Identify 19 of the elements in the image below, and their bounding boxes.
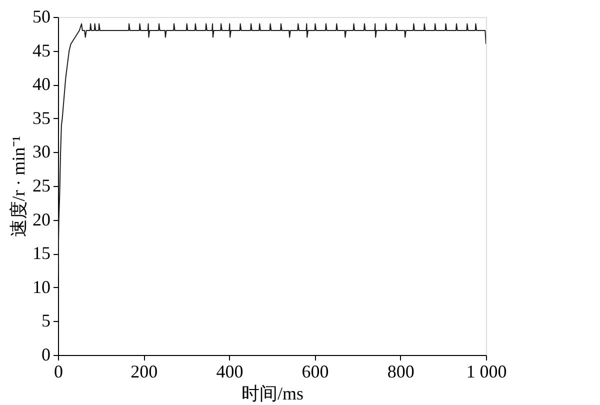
x-tick-label: 1 000 [466, 362, 507, 382]
y-tick-label: 40 [32, 74, 50, 94]
y-tick-label: 0 [42, 344, 50, 364]
x-tick-label: 800 [387, 362, 414, 382]
x-axis-title: 时间/ms [241, 384, 304, 404]
y-tick-label: 30 [32, 142, 50, 162]
y-tick-label: 10 [32, 276, 50, 297]
x-tick-label: 600 [302, 362, 329, 382]
y-tick-label: 15 [32, 243, 50, 264]
y-axis-title: 速度/r · min⁻¹ [8, 136, 28, 238]
y-tick-label: 50 [32, 6, 50, 26]
y-tick-label: 45 [32, 40, 50, 60]
y-tick-label: 5 [42, 310, 50, 331]
y-tick-label: 25 [32, 176, 50, 196]
x-tick-label: 400 [216, 362, 244, 382]
x-tick-label: 200 [130, 362, 158, 382]
y-tick-label: 20 [32, 209, 50, 230]
x-tick-label: 0 [54, 362, 63, 382]
y-tick-label: 35 [32, 108, 50, 128]
